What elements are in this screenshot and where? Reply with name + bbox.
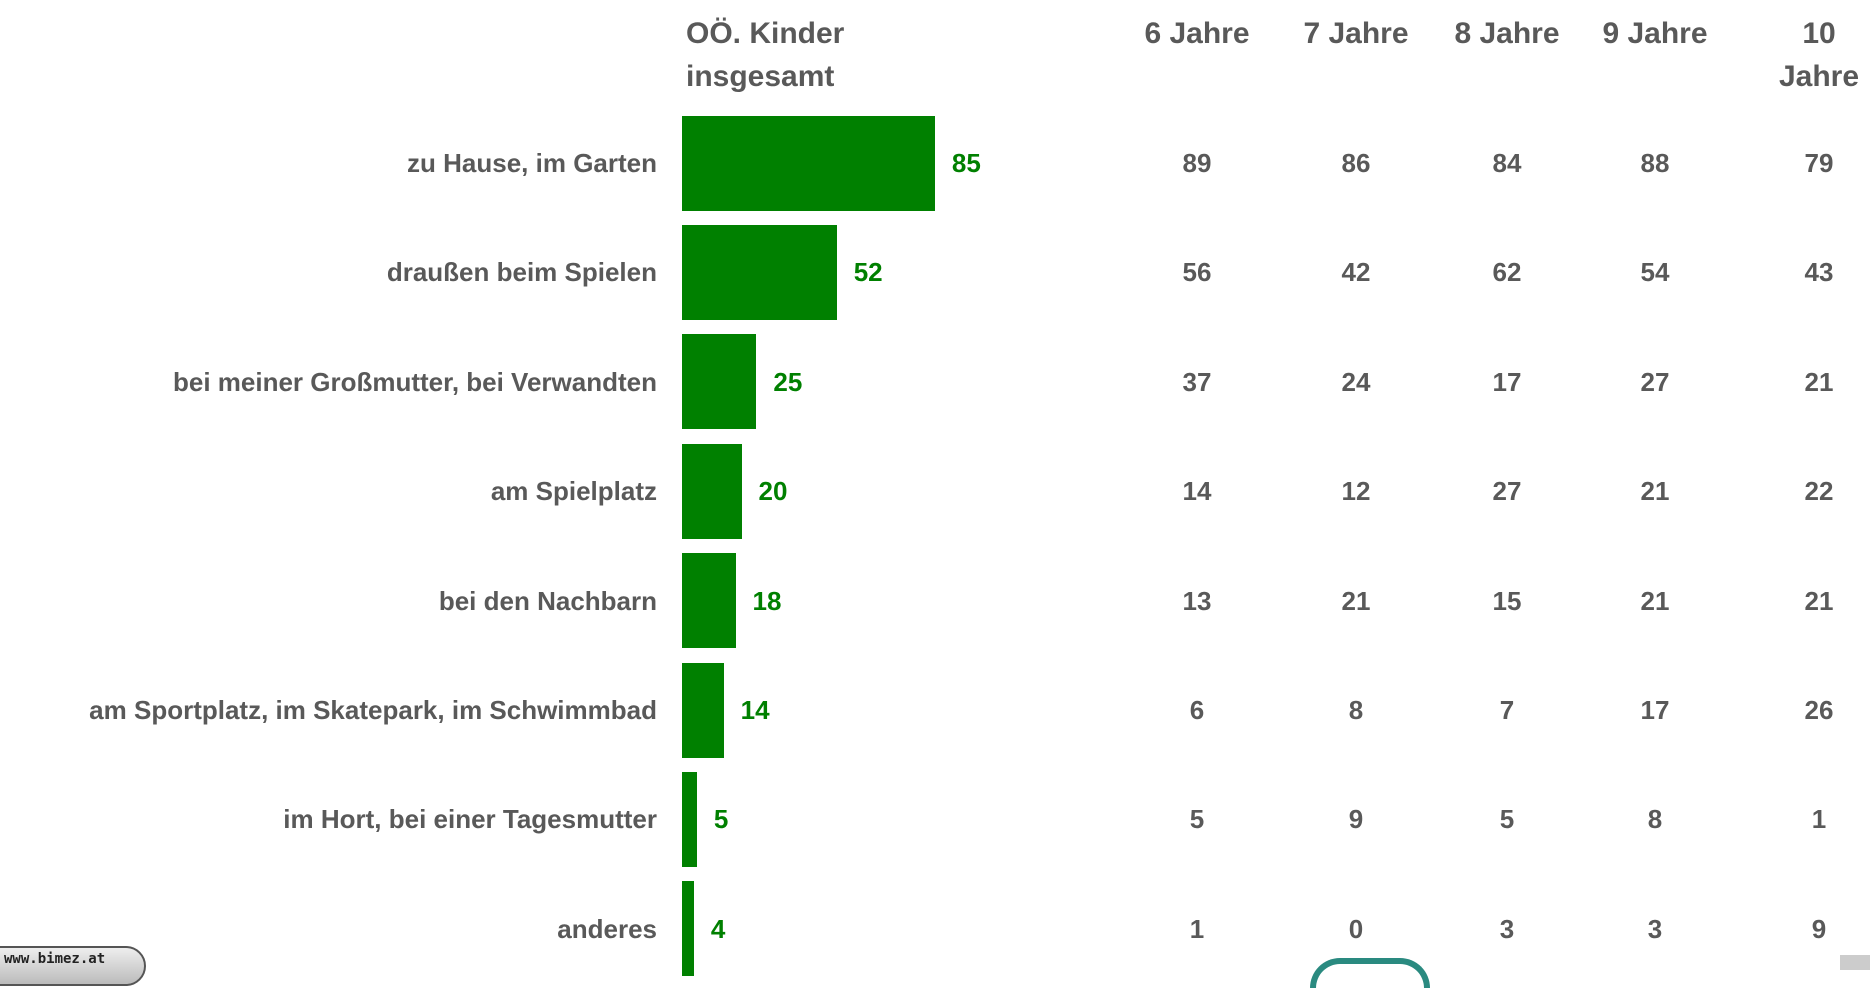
bar	[682, 662, 724, 758]
value-label: 85	[951, 148, 981, 178]
table-cell: 27	[1492, 476, 1522, 507]
category-label: am Spielplatz	[490, 476, 657, 507]
bar	[682, 224, 837, 320]
table-cell: 62	[1492, 257, 1522, 288]
table-cell: 27	[1640, 366, 1670, 397]
value-label: 52	[853, 257, 883, 288]
table-cell: 5	[1189, 804, 1205, 835]
bar	[682, 334, 757, 430]
table-cell: 13	[1182, 585, 1212, 616]
table-cell: 9	[1348, 804, 1364, 835]
table-cell: 7	[1499, 695, 1515, 725]
table-cell: 21	[1640, 476, 1670, 507]
value-label: 5	[713, 804, 729, 835]
category-label: im Hort, bei einer Tagesmutter	[283, 804, 657, 835]
table-cell: 21	[1640, 585, 1670, 616]
table-cell: 79	[1804, 148, 1834, 178]
table-cell: 6	[1189, 695, 1205, 725]
table-cell: 37	[1182, 366, 1212, 397]
table-cell: 3	[1499, 913, 1515, 944]
table-cell: 17	[1640, 695, 1670, 725]
bar	[682, 115, 935, 211]
table-cell: 1	[1189, 913, 1205, 944]
bar	[682, 771, 697, 867]
table-cell: 88	[1640, 148, 1670, 178]
table-cell: 43	[1804, 257, 1834, 288]
value-label: 14	[740, 695, 770, 725]
table-cell: 0	[1348, 913, 1364, 944]
series-title: OÖ. Kinder insgesamt	[686, 17, 845, 93]
column-header: 10 Jahre	[1778, 17, 1860, 93]
value-label: 25	[773, 366, 803, 397]
table-cell: 5	[1499, 804, 1515, 835]
table-cell: 86	[1341, 148, 1371, 178]
table-cell: 3	[1647, 913, 1663, 944]
category-label: bei meiner Großmutter, bei Verwandten	[172, 366, 657, 397]
table-cell: 8	[1647, 804, 1663, 835]
column-header: 8 Jahre	[1454, 17, 1560, 50]
table-cell: 9	[1811, 913, 1827, 944]
table-cell: 1	[1811, 804, 1827, 835]
category-label: am Sportplatz, im Skatepark, im Schwimmb…	[89, 695, 657, 725]
table-cell: 84	[1492, 148, 1522, 178]
table-cell: 26	[1804, 695, 1834, 725]
footer-url: www.bimez.at	[0, 946, 146, 986]
table-cell: 89	[1182, 148, 1212, 178]
column-header: 6 Jahre	[1144, 17, 1250, 50]
category-label: bei den Nachbarn	[438, 585, 657, 616]
table-cell: 42	[1341, 257, 1371, 288]
table-cell: 21	[1804, 366, 1834, 397]
corner-box	[1840, 955, 1870, 970]
category-label: anderes	[557, 913, 657, 944]
table-cell: 14	[1182, 476, 1212, 507]
column-header: 7 Jahre	[1303, 17, 1409, 50]
category-label: draußen beim Spielen	[386, 257, 657, 288]
value-label: 4	[710, 913, 726, 944]
table-cell: 21	[1341, 585, 1371, 616]
bar	[682, 553, 736, 649]
table-cell: 8	[1348, 695, 1364, 725]
value-label: 20	[758, 476, 788, 507]
bar	[682, 443, 742, 539]
bar	[682, 881, 694, 977]
table-cell: 24	[1341, 366, 1371, 397]
table-cell: 54	[1640, 257, 1670, 288]
logo	[1310, 958, 1430, 988]
table-cell: 56	[1182, 257, 1212, 288]
table-cell: 17	[1492, 366, 1522, 397]
category-label: zu Hause, im Garten	[407, 148, 657, 178]
column-header: 9 Jahre	[1602, 17, 1708, 50]
table-cell: 15	[1492, 585, 1522, 616]
value-label: 18	[752, 585, 782, 616]
table-cell: 22	[1804, 476, 1834, 507]
table-cell: 12	[1341, 476, 1371, 507]
table-cell: 21	[1804, 585, 1834, 616]
